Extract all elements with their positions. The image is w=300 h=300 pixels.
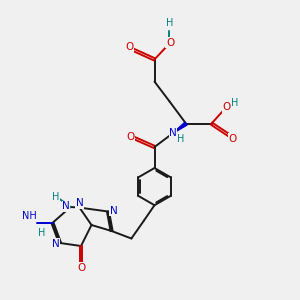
Text: N: N xyxy=(169,128,177,138)
Text: H: H xyxy=(38,228,45,238)
Text: O: O xyxy=(126,131,135,142)
Text: O: O xyxy=(77,262,86,273)
Text: N: N xyxy=(110,206,117,216)
Text: H: H xyxy=(166,18,173,28)
Text: N: N xyxy=(62,201,70,212)
Text: N: N xyxy=(76,198,83,208)
Text: H: H xyxy=(177,134,184,144)
Text: O: O xyxy=(166,38,174,48)
Polygon shape xyxy=(172,122,187,134)
Text: H: H xyxy=(52,191,60,202)
Text: NH: NH xyxy=(22,212,36,221)
Text: N: N xyxy=(52,238,59,249)
Text: O: O xyxy=(125,42,134,52)
Text: O: O xyxy=(222,102,231,112)
Text: H: H xyxy=(231,98,238,109)
Text: O: O xyxy=(228,134,237,144)
